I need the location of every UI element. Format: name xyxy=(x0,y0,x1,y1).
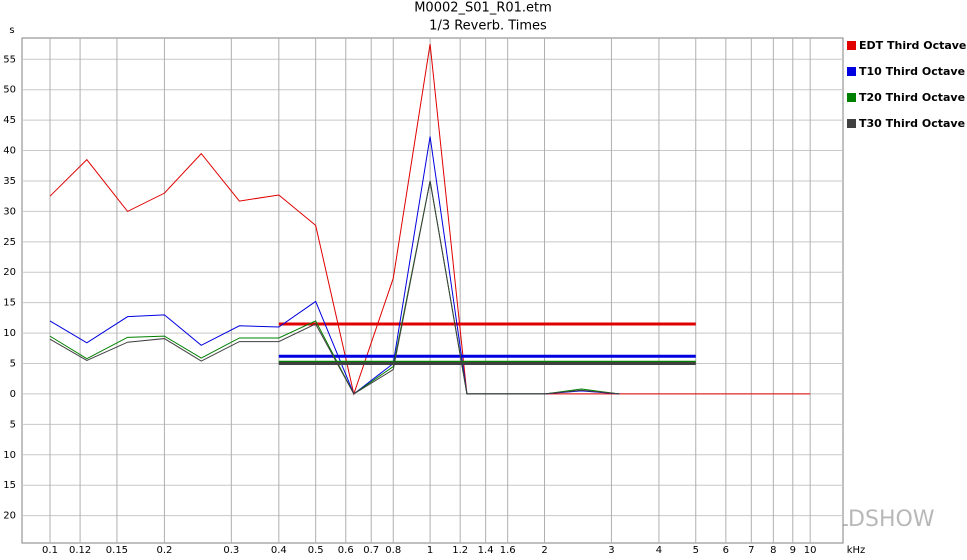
x-tick-label: 0.7 xyxy=(363,545,379,556)
x-tick-label: 1 xyxy=(427,545,433,556)
y-tick-label: 15 xyxy=(3,480,16,491)
legend-swatch xyxy=(847,67,856,76)
chart-subtitle: 1/3 Reverb. Times xyxy=(429,19,547,34)
x-tick-label: 1.4 xyxy=(478,545,494,556)
x-tick-label: 0.12 xyxy=(69,545,91,556)
x-tick-label: 7 xyxy=(748,545,754,556)
x-tick-label: 0.8 xyxy=(385,545,401,556)
x-tick-label: 1.2 xyxy=(452,545,468,556)
x-tick-label: 0.2 xyxy=(156,545,172,556)
x-tick-label: 0.6 xyxy=(338,545,354,556)
chart-title: M0002_S01_R01.etm xyxy=(414,1,552,16)
x-tick-label: 1.6 xyxy=(500,545,516,556)
x-tick-label: 0.15 xyxy=(106,545,128,556)
legend-swatch xyxy=(847,93,856,102)
x-tick-label: 8 xyxy=(770,545,776,556)
y-tick-label: 0 xyxy=(10,389,16,400)
x-tick-label: 4 xyxy=(656,545,662,556)
legend-label: T30 Third Octave xyxy=(859,117,965,130)
y-tick-label: 10 xyxy=(3,450,16,461)
x-tick-label: 0.1 xyxy=(42,545,58,556)
y-tick-label: 35 xyxy=(3,176,16,187)
y-tick-label: 55 xyxy=(3,54,16,65)
series-line xyxy=(49,44,811,396)
plot-area xyxy=(21,37,844,544)
y-tick-label: 30 xyxy=(3,206,16,217)
y-tick-label: 5 xyxy=(10,359,16,370)
y-axis-label: s xyxy=(9,25,14,36)
y-tick-label: 45 xyxy=(3,115,16,126)
legend-label: T10 Third Octave xyxy=(859,65,965,78)
y-tick-label: 20 xyxy=(3,511,16,522)
y-tick-label: 20 xyxy=(3,267,16,278)
x-tick-label: 2 xyxy=(541,545,547,556)
x-tick-label: 5 xyxy=(693,545,699,556)
x-tick-label: 9 xyxy=(790,545,796,556)
x-tick-label: 0.4 xyxy=(271,545,287,556)
y-tick-label: 5 xyxy=(10,419,16,430)
x-tick-label: 10 xyxy=(804,545,817,556)
y-tick-label: 50 xyxy=(3,85,16,96)
x-tick-label: 3 xyxy=(608,545,614,556)
x-tick-label: 6 xyxy=(723,545,729,556)
x-axis-label: kHz xyxy=(847,545,866,556)
x-tick-label: 0.3 xyxy=(223,545,239,556)
y-tick-label: 10 xyxy=(3,328,16,339)
y-tick-label: 40 xyxy=(3,146,16,157)
legend-swatch xyxy=(847,41,856,50)
x-tick-label: 0.5 xyxy=(308,545,324,556)
legend-label: T20 Third Octave xyxy=(859,91,965,104)
legend-label: EDT Third Octave xyxy=(859,39,966,52)
y-tick-label: 15 xyxy=(3,298,16,309)
y-tick-label: 25 xyxy=(3,237,16,248)
legend-swatch xyxy=(847,119,856,128)
series-line xyxy=(49,180,620,395)
